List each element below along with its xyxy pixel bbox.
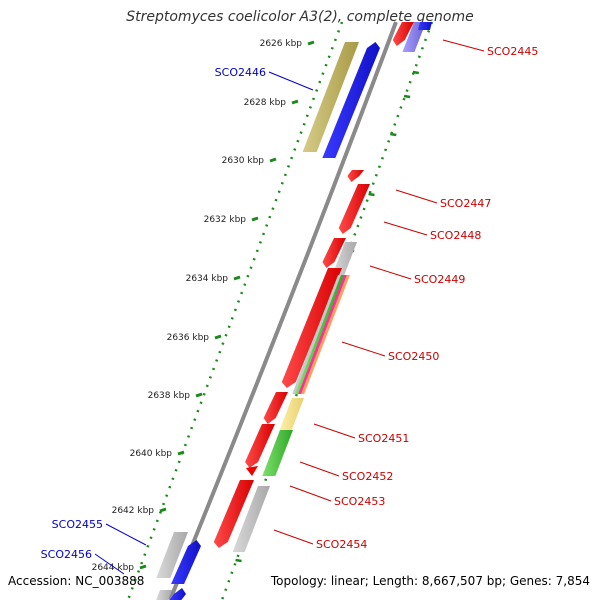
ruler-label: 2626 kbp xyxy=(260,39,303,49)
gene-label-leader xyxy=(289,485,332,502)
gene-label-sco2445: SCO2445 xyxy=(487,45,538,58)
gene-label-leader xyxy=(313,423,356,439)
gene-sco2455-product xyxy=(156,532,188,578)
genome-backbone xyxy=(168,21,398,600)
gene-label-leader xyxy=(395,189,438,204)
gene-sco2449-cds xyxy=(322,238,346,268)
gene-sco2451-product xyxy=(278,398,304,432)
gene-sco2452-cds xyxy=(245,424,275,468)
ruler-major-tick xyxy=(159,507,167,513)
ruler-label: 2638 kbp xyxy=(148,391,191,401)
ruler-label: 2642 kbp xyxy=(112,506,155,516)
gene-label-leader xyxy=(105,523,147,546)
ruler-major-tick xyxy=(233,275,241,281)
gene-label-leader xyxy=(442,39,485,52)
gene-label-leader xyxy=(341,341,386,357)
gene-sco2450-product-c xyxy=(298,275,347,394)
ruler-label: 2636 kbp xyxy=(167,333,210,343)
ruler-major-tick xyxy=(269,157,277,163)
ruler-major-tick xyxy=(139,564,147,570)
gene-label-sco2447: SCO2447 xyxy=(440,197,491,210)
ruler-minor-tick xyxy=(403,94,411,99)
gene-sco2452-product xyxy=(262,430,293,476)
gene-label-sco2456: SCO2456 xyxy=(41,548,92,561)
gene-label-sco2449: SCO2449 xyxy=(414,273,465,286)
gene-label-leader xyxy=(268,71,314,91)
gene-sco2455-cds xyxy=(171,540,201,584)
gene-label-leader xyxy=(299,461,340,477)
gene-sco2454-product xyxy=(232,486,270,552)
ruler-minor-tick xyxy=(235,558,242,563)
gene-label-sco2452: SCO2452 xyxy=(342,470,393,483)
ruler-minor-tick xyxy=(368,192,375,197)
gene-label-leader xyxy=(273,529,314,545)
ruler-major-tick xyxy=(291,99,299,105)
ruler-major-tick xyxy=(195,392,203,398)
ruler-label: 2634 kbp xyxy=(186,274,229,284)
gene-label-leader xyxy=(369,265,412,280)
gene-sco2453-cds xyxy=(246,466,258,476)
gene-sco2450-product-d xyxy=(301,275,350,394)
gene-label-sco2451: SCO2451 xyxy=(358,432,409,445)
accession-text: Accession: NC_003888 xyxy=(8,574,145,588)
ruler-major-tick xyxy=(214,334,222,340)
ruler-minor-tick xyxy=(390,132,397,137)
ruler-label: 2628 kbp xyxy=(244,98,287,108)
ruler-label: 2640 kbp xyxy=(130,449,173,459)
gene-label-sco2454: SCO2454 xyxy=(316,538,367,551)
ruler-label: 2630 kbp xyxy=(222,156,265,166)
ruler-label: 2644 kbp xyxy=(92,563,135,573)
map-title: Streptomyces coelicolor A3(2), complete … xyxy=(126,9,474,25)
gene-label-leader xyxy=(94,553,125,575)
gene-sco2445-cds xyxy=(392,22,414,46)
ruler-dotted-line-left xyxy=(126,21,344,600)
gene-label-sco2448: SCO2448 xyxy=(430,229,481,242)
gene-sco2447-cds xyxy=(347,170,364,182)
gene-sco2446-cds xyxy=(322,42,380,158)
ruler-major-tick xyxy=(251,216,259,222)
ruler-label: 2632 kbp xyxy=(204,215,247,225)
gene-label-sco2446: SCO2446 xyxy=(215,66,266,79)
gene-label-sco2455: SCO2455 xyxy=(52,518,103,531)
gene-sco2449-product xyxy=(332,242,357,275)
gene-label-sco2453: SCO2453 xyxy=(334,495,385,508)
ruler-minor-tick xyxy=(412,70,420,75)
gene-sco2450-cds xyxy=(281,268,342,388)
ruler-major-tick xyxy=(177,450,185,456)
gene-label-sco2450: SCO2450 xyxy=(388,350,439,363)
genome-stats-text: Topology: linear; Length: 8,667,507 bp; … xyxy=(270,574,590,588)
gene-sco2446-product xyxy=(302,42,359,152)
gene-sco2445-top xyxy=(418,22,432,30)
gene-sco2454-cds xyxy=(213,480,254,548)
ruler-major-tick xyxy=(307,40,315,46)
gene-sco2456-product xyxy=(156,590,172,600)
gene-label-leader xyxy=(383,221,428,236)
gene-sco2456-cds xyxy=(169,588,186,600)
gene-sco2451-cds xyxy=(263,392,288,424)
gene-sco2448-cds xyxy=(338,184,370,234)
